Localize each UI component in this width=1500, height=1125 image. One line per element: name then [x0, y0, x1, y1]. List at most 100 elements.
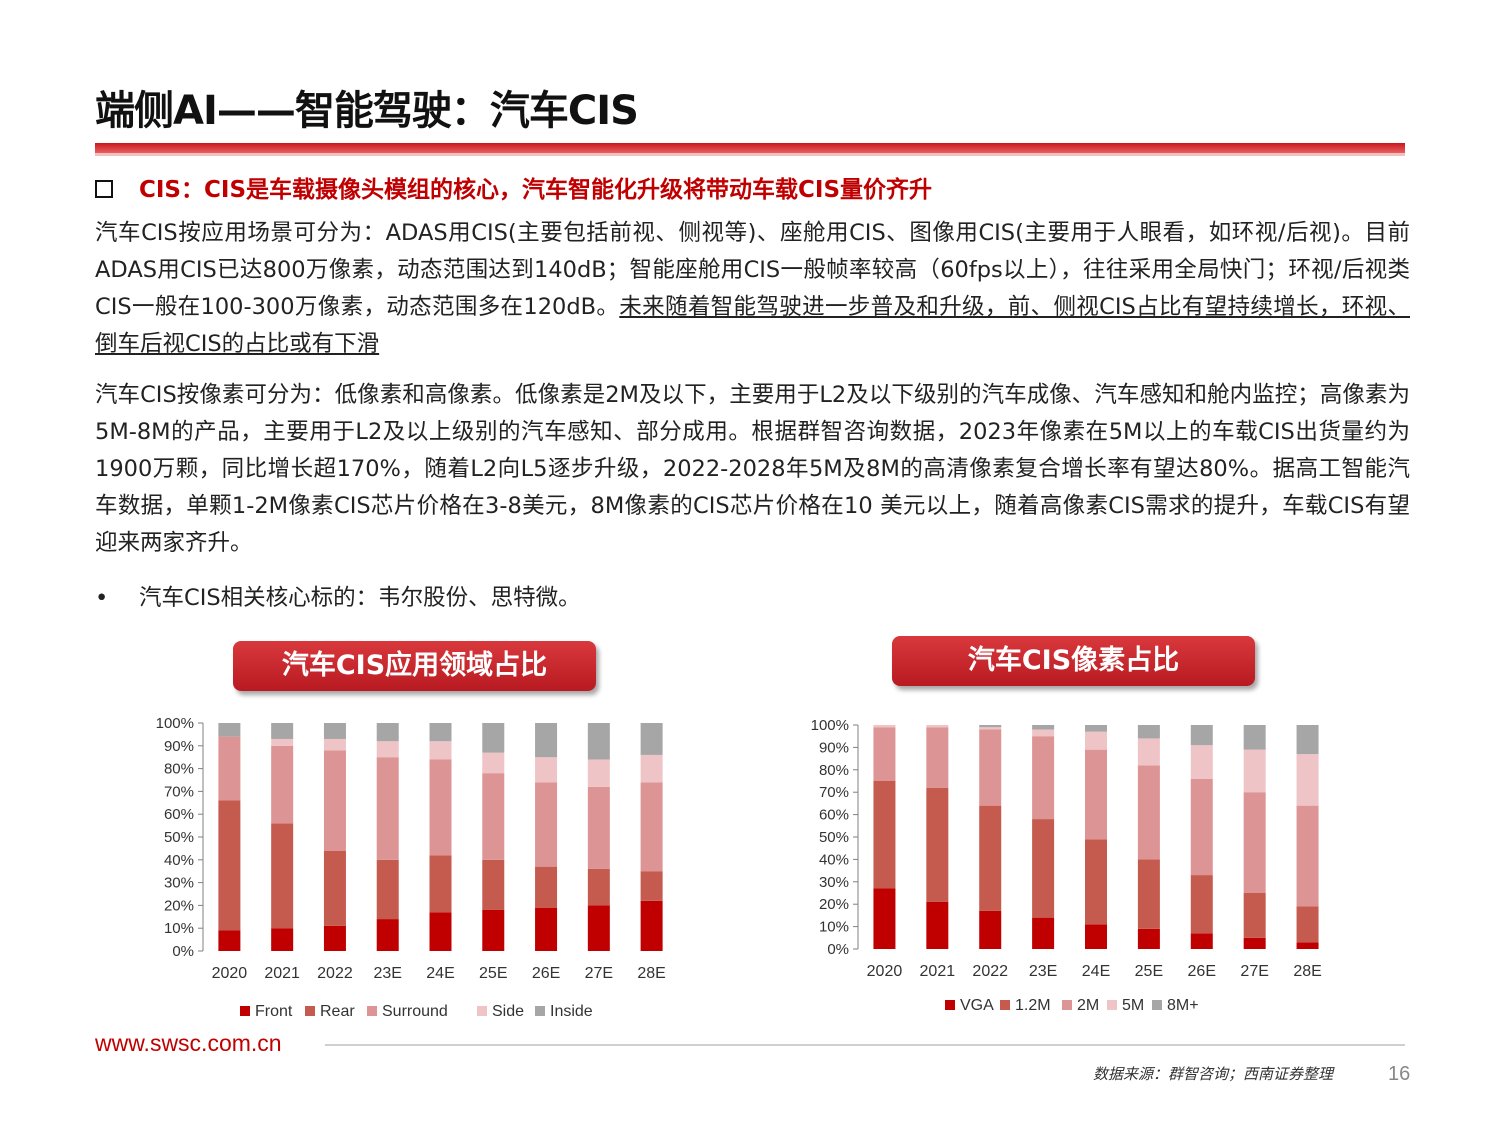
chart1-y-tick-label: 80%: [164, 761, 194, 778]
chart1-bar-surround-24e: [429, 759, 452, 856]
title-divider: [95, 143, 1405, 153]
chart2-legend-label: 5M: [1122, 997, 1144, 1014]
chart2-legend-label: 8M+: [1167, 997, 1199, 1014]
chart1-bar-front-24e: [429, 912, 452, 951]
chart2-bar-5m-24e: [1085, 731, 1107, 750]
chart2-bar-8m-28e: [1296, 725, 1319, 755]
chart1-bar-surround-2021: [271, 745, 294, 824]
chart1-y-tick-label: 0%: [172, 943, 194, 960]
chart1-y-tick-label: 60%: [164, 806, 194, 823]
chart1-bar-front-25e: [482, 909, 505, 951]
chart1-bar-side-25e: [482, 752, 505, 774]
chart2-bar-2m-28e: [1296, 805, 1319, 907]
chart2-bar-5m-28e: [1296, 754, 1319, 806]
bullet-dot-icon: •: [95, 585, 109, 611]
chart2-bar-5m-25e: [1137, 738, 1160, 766]
chart2-x-tick-label: 2021: [920, 963, 956, 980]
source-note: 数据来源：群智咨询；西南证券整理: [1093, 1065, 1334, 1083]
chart2-title: 汽车CIS像素占比: [892, 636, 1255, 686]
chart2-legend-swatch: [1062, 1000, 1072, 1010]
chart2-bar-5m-26e: [1190, 745, 1213, 779]
chart2-bar-5m-23e: [1032, 729, 1055, 737]
chart1-bar-side-24e: [429, 741, 452, 760]
chart1-x-tick-label: 28E: [637, 965, 665, 982]
chart1-legend-label: Rear: [320, 1003, 355, 1020]
chart2-bar-12m-2022: [979, 805, 1002, 911]
chart2-bar-8m-27e: [1243, 725, 1266, 750]
chart1-legend-swatch: [240, 1006, 250, 1016]
chart2-bar-2m-24e: [1085, 749, 1107, 840]
chart2-x-tick-label: 26E: [1188, 963, 1216, 980]
chart1-x-tick-label: 2022: [317, 965, 353, 982]
chart2-bar-2m-2021: [926, 727, 949, 788]
chart2-bar-vga-25e: [1137, 928, 1160, 949]
chart1-bar-rear-25e: [482, 859, 505, 910]
chart2-bar-vga-2020: [873, 888, 896, 949]
footer-divider: [325, 1044, 1405, 1046]
chart2-bar-8m-25e: [1137, 725, 1160, 739]
chart1-bar-front-2020: [218, 930, 241, 951]
chart2-bar-8m-23e: [1032, 725, 1055, 730]
chart1-bar-front-23e: [376, 919, 399, 951]
chart2-bar-vga-2022: [979, 910, 1002, 949]
chart2-x-tick-label: 28E: [1293, 963, 1321, 980]
chart2-bar-vga-2021: [926, 901, 949, 949]
chart2-x-tick-label: 23E: [1029, 963, 1057, 980]
chart2-bar-2m-27e: [1243, 792, 1266, 893]
chart1-x-tick-label: 26E: [532, 965, 560, 982]
chart1-x-tick-label: 2021: [264, 965, 300, 982]
chart2-y-tick-label: 70%: [819, 784, 849, 801]
chart1-x-tick-label: 24E: [426, 965, 454, 982]
chart2-x-tick-label: 2020: [867, 963, 903, 980]
chart1-bar-surround-25e: [482, 773, 505, 860]
chart1-legend-swatch: [535, 1006, 545, 1016]
chart1-y-tick-label: 20%: [164, 897, 194, 914]
paragraph-pixel: 汽车CIS按像素可分为：低像素和高像素。低像素是2M及以下，主要用于L2及以下级…: [95, 382, 1410, 556]
paragraph-application-text: 汽车CIS按应用场景可分为：ADAS用CIS(主要包括前视、侧视等)、座舱用CI…: [95, 220, 1410, 320]
chart1-bar-surround-27e: [587, 786, 610, 869]
chart1-bar-surround-26e: [535, 782, 558, 867]
chart1-bar-front-27e: [587, 905, 610, 951]
chart2-y-tick-label: 90%: [819, 739, 849, 756]
chart2-bar-2m-25e: [1137, 765, 1160, 860]
chart1-bar-surround-28e: [640, 782, 663, 872]
chart1-bar-inside-2022: [323, 723, 346, 739]
chart1-bar-rear-24e: [429, 855, 452, 913]
chart2-bar-vga-27e: [1243, 937, 1266, 949]
chart1-bar-rear-2022: [323, 850, 346, 926]
footer-url[interactable]: www.swsc.com.cn: [95, 1030, 282, 1056]
bullet-text: 汽车CIS相关核心标的：韦尔股份、思特微。: [139, 585, 581, 611]
chart1-legend-swatch: [305, 1006, 315, 1016]
chart2-y-tick-label: 0%: [827, 941, 849, 958]
chart2-y-tick-label: 30%: [819, 874, 849, 891]
chart1-bar-inside-23e: [376, 723, 399, 742]
paragraph-application-underlined: 未来随着智能驾驶进一步普及和升级，前、侧视CIS占比有望持续增长，环视、倒车后视…: [95, 294, 1410, 357]
chart2-y-tick-label: 20%: [819, 896, 849, 913]
chart1-bar-rear-28e: [640, 871, 663, 901]
chart2-legend-swatch: [1107, 1000, 1117, 1010]
chart1-y-tick-label: 70%: [164, 783, 194, 800]
chart2-bar-12m-25e: [1137, 859, 1160, 929]
chart1-bar-rear-2020: [218, 800, 241, 931]
chart2-bar-8m-26e: [1190, 725, 1213, 746]
chart2-bar-vga-26e: [1190, 933, 1213, 949]
chart1-y-tick-label: 40%: [164, 852, 194, 869]
chart2-bar-12m-27e: [1243, 893, 1266, 938]
chart2-bar-8m-24e: [1085, 725, 1107, 732]
chart2-y-tick-label: 10%: [819, 919, 849, 936]
chart1-bar-side-23e: [376, 741, 399, 758]
chart2-bar-12m-24e: [1085, 839, 1107, 925]
chart1-legend-swatch: [477, 1006, 487, 1016]
chart2-bar-2m-2020: [873, 727, 896, 781]
chart2-legend-swatch: [945, 1000, 955, 1010]
chart2-y-tick-label: 80%: [819, 762, 849, 779]
chart2-legend-swatch: [1000, 1000, 1010, 1010]
chart2-bar-12m-2020: [873, 781, 896, 889]
chart1-bar-inside-28e: [640, 723, 663, 755]
chart2-bar-12m-26e: [1190, 875, 1213, 934]
chart1-bar-side-2022: [323, 738, 346, 751]
chart1-legend-swatch: [367, 1006, 377, 1016]
chart1-bar-inside-26e: [535, 723, 558, 758]
chart2-bar-vga-24e: [1085, 924, 1107, 949]
chart1-bar-front-2021: [271, 928, 294, 951]
